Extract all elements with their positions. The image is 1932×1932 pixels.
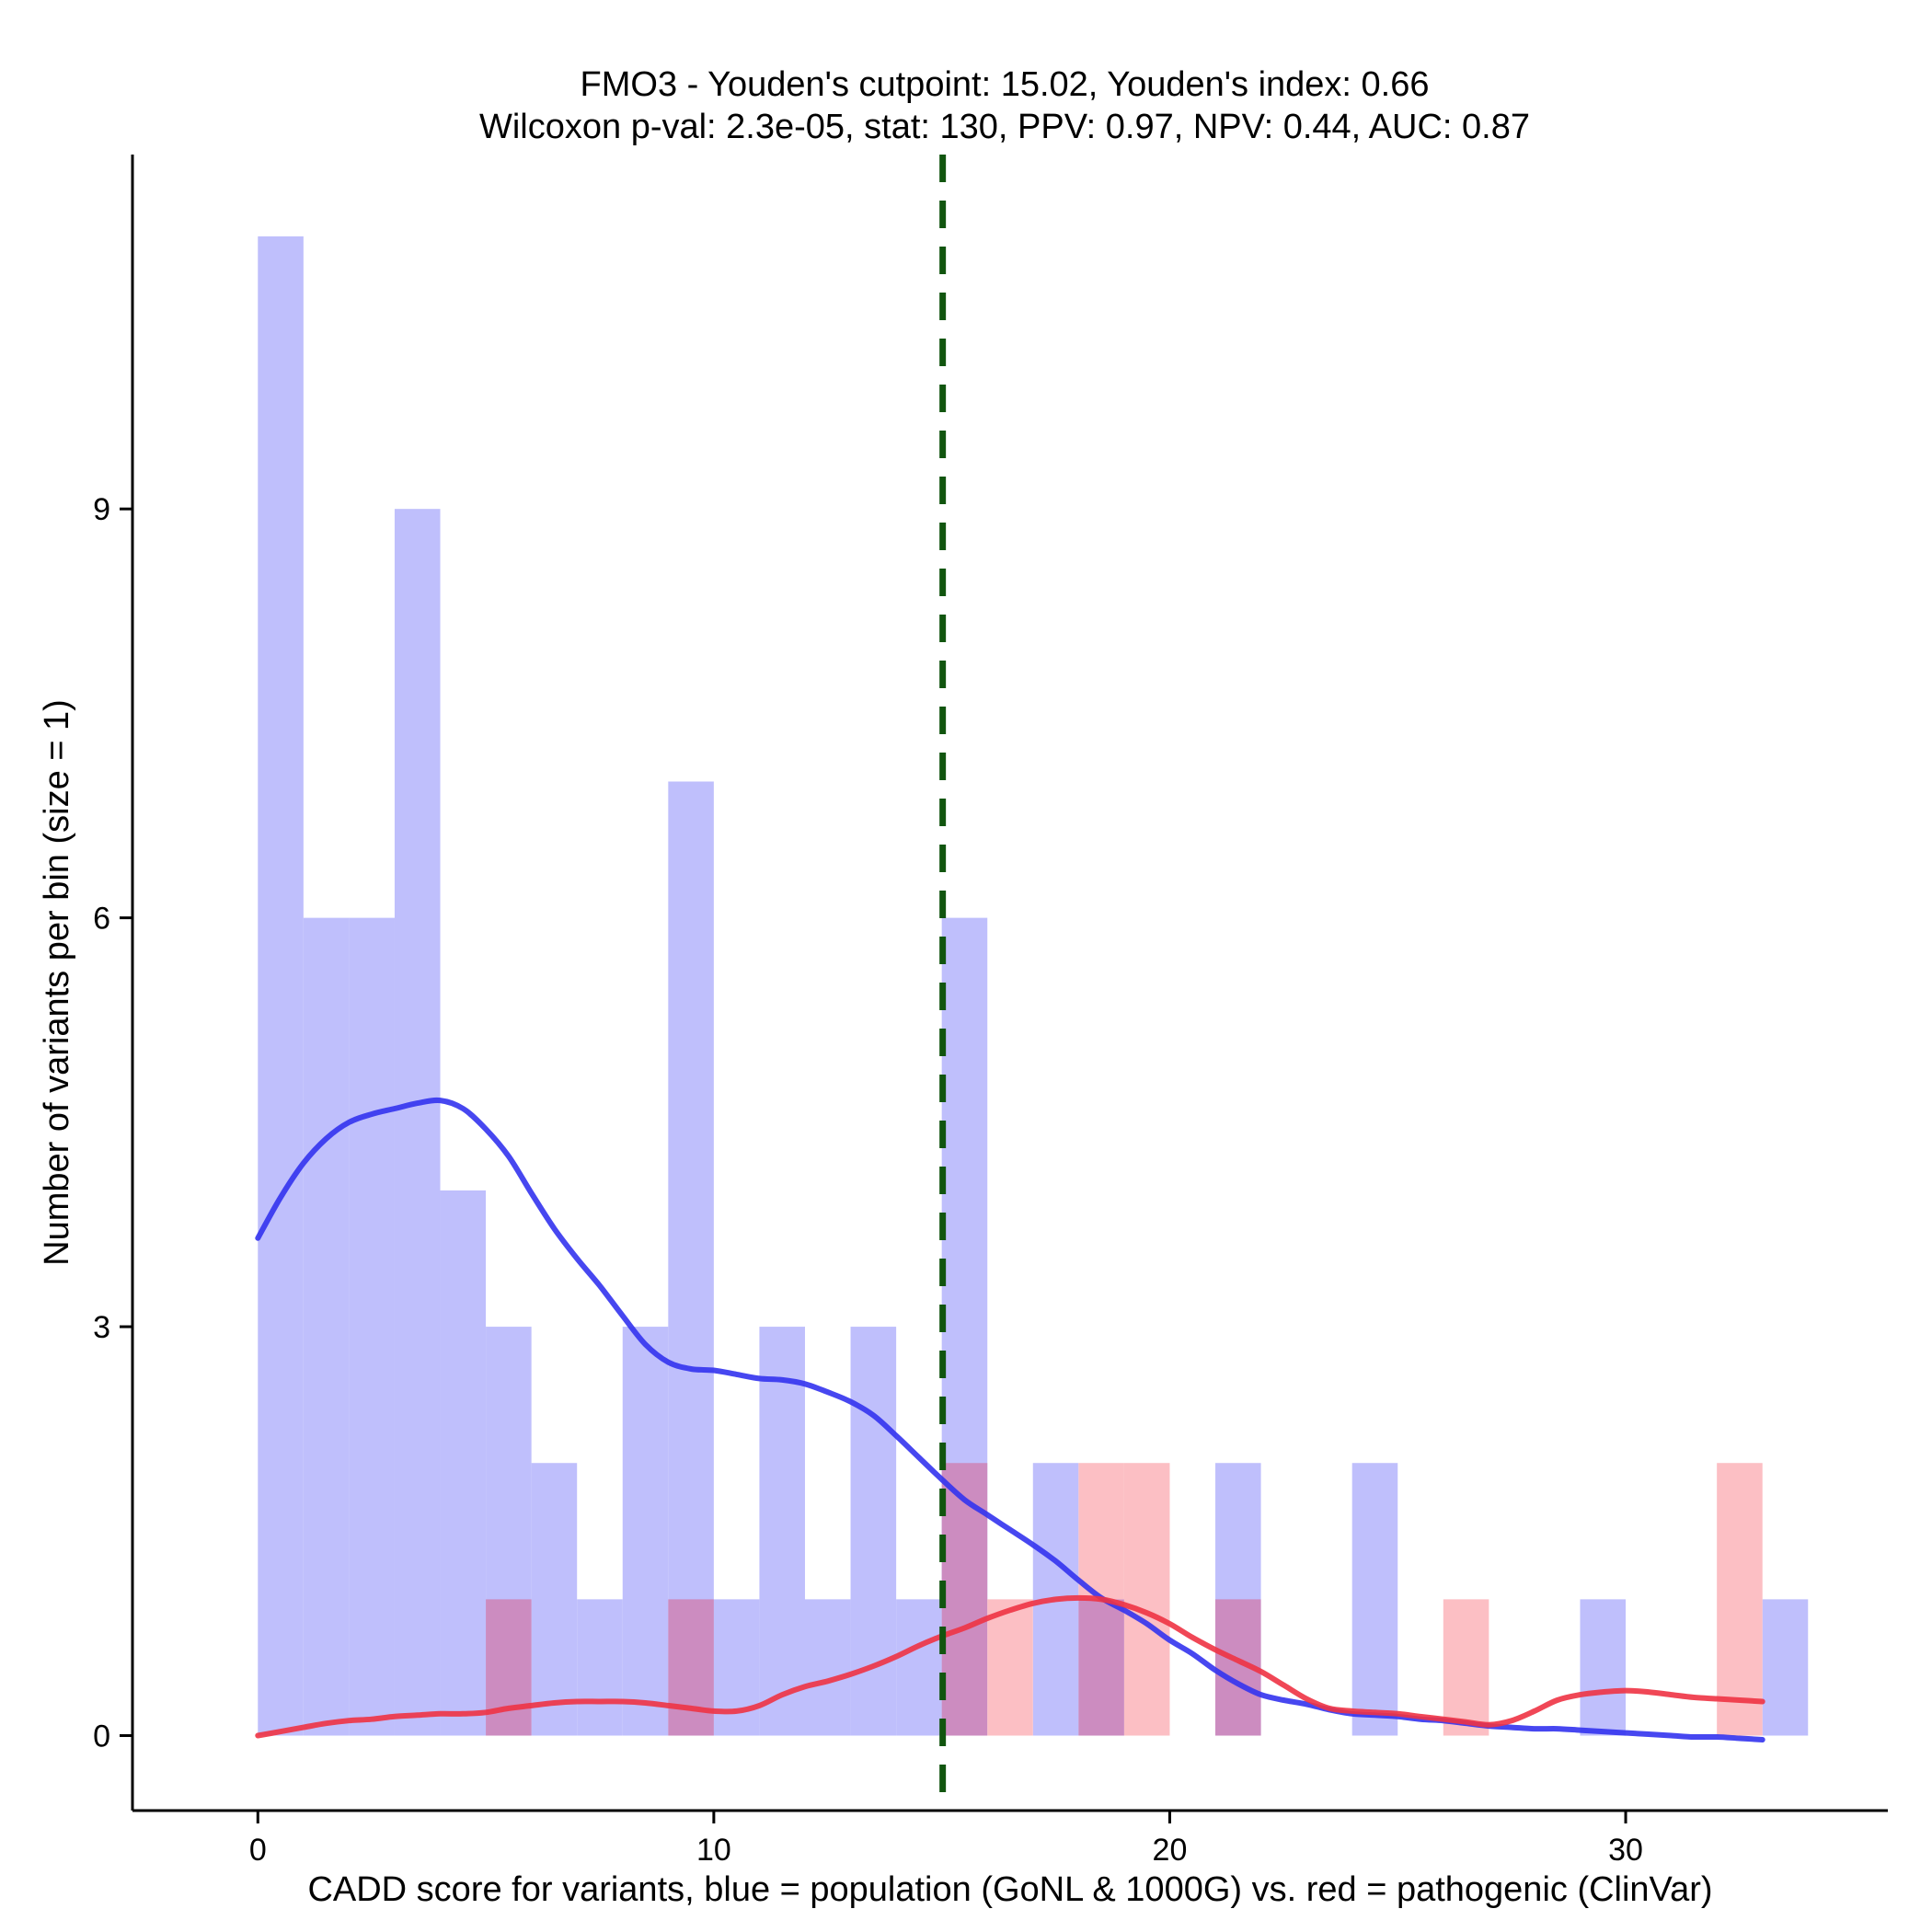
- population-bar-9: [668, 781, 714, 1736]
- population-bar-1: [303, 917, 350, 1736]
- pathogenic-density-line: [255, 1594, 1765, 1739]
- pathogenic-bars: [486, 1463, 1763, 1736]
- pathogenic-bar-19: [1123, 1463, 1170, 1736]
- population-bar-4: [440, 1190, 487, 1736]
- population-bar-2: [349, 917, 395, 1736]
- population-density-line: [255, 1097, 1765, 1742]
- x-tick-label-30: 30: [1608, 1833, 1643, 1868]
- population-bar-3: [394, 509, 441, 1736]
- x-tick-label-0: 0: [249, 1833, 267, 1868]
- population-bars: [258, 236, 1809, 1736]
- overlap-bar-9: [668, 1599, 714, 1736]
- population-bar-7: [577, 1599, 623, 1736]
- y-axis-ticks: 0 3 6 9: [93, 492, 132, 1754]
- x-axis-label: CADD score for variants, blue = populati…: [307, 1870, 1712, 1909]
- population-bar-0: [258, 236, 304, 1736]
- y-axis-label: Number of variants per bin (size = 1): [38, 699, 76, 1266]
- population-bar-29: [1580, 1599, 1627, 1736]
- chart-title-line1: FMO3 - Youden's cutpoint: 15.02, Youden'…: [581, 65, 1430, 104]
- chart-title-line2: Wilcoxon p-val: 2.3e-05, stat: 130, PPV:…: [479, 108, 1530, 146]
- population-bar-24: [1351, 1463, 1398, 1736]
- overlap-bar-15: [941, 1463, 988, 1736]
- pathogenic-bar-16: [987, 1599, 1033, 1736]
- overlap-bar-5: [486, 1599, 532, 1736]
- population-bar-6: [531, 1463, 578, 1736]
- y-tick-label-0: 0: [93, 1719, 110, 1754]
- population-bar-14: [896, 1599, 942, 1736]
- y-tick-label-6: 6: [93, 902, 110, 937]
- x-tick-label-10: 10: [696, 1833, 731, 1868]
- x-tick-label-20: 20: [1153, 1833, 1188, 1868]
- pathogenic-bar-26: [1443, 1599, 1489, 1736]
- x-axis-ticks: 0 10 20 30: [249, 1811, 1643, 1868]
- density-curves: [255, 1097, 1765, 1742]
- population-bar-12: [804, 1599, 851, 1736]
- population-bar-8: [622, 1327, 669, 1736]
- population-bar-10: [713, 1599, 760, 1736]
- pathogenic-bar-32: [1717, 1463, 1763, 1736]
- population-bar-33: [1762, 1599, 1809, 1736]
- y-tick-label-3: 3: [93, 1310, 110, 1345]
- pathogenic-bar-18: [1078, 1463, 1124, 1600]
- population-bar-11: [759, 1327, 805, 1736]
- y-tick-label-9: 9: [93, 492, 110, 527]
- overlap-bar-18: [1078, 1599, 1124, 1736]
